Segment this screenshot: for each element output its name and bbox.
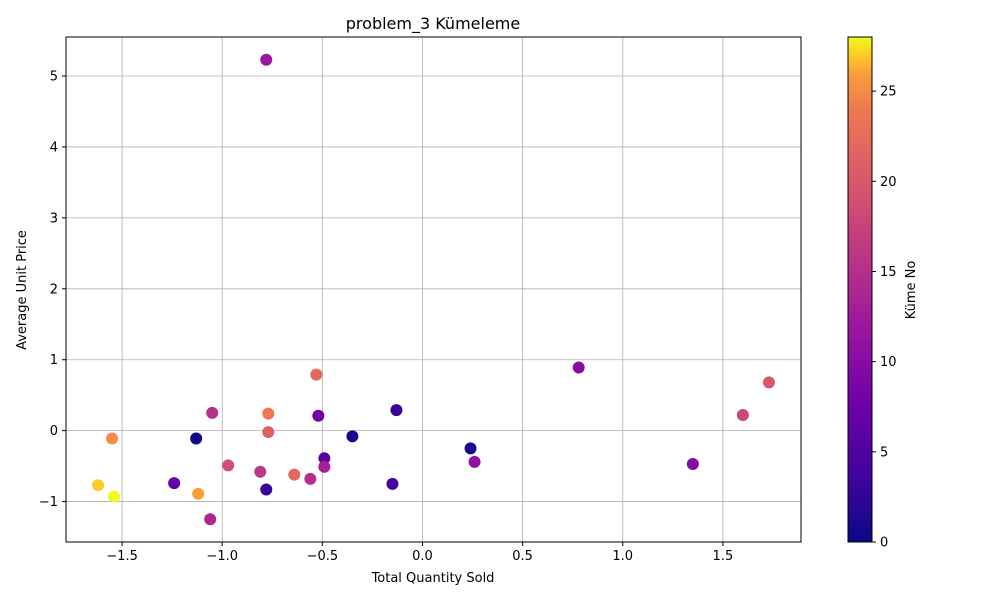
colorbar-tick-label: 15 [880, 265, 897, 280]
colorbar-tick-label: 0 [880, 536, 888, 551]
y-tick-label: 2 [50, 282, 58, 297]
data-point [262, 407, 275, 420]
chart-title: problem_3 Kümeleme [346, 14, 520, 34]
x-axis-ticks: −1.5 −1.0 −0.5 0.0 0.5 1.0 1.5 [106, 542, 733, 564]
data-point [206, 406, 219, 419]
colorbar-tick-label: 25 [880, 85, 897, 100]
colorbar-label: Küme No [904, 261, 919, 320]
x-tick-label: 0.0 [412, 549, 433, 564]
data-point [222, 459, 235, 472]
y-tick-label: 0 [50, 424, 58, 439]
data-point [468, 455, 481, 468]
data-point [192, 487, 205, 500]
data-point [390, 404, 403, 417]
x-tick-label: 1.5 [713, 549, 734, 564]
plot-frame [65, 36, 802, 543]
grid-lines [66, 37, 801, 542]
data-point [464, 442, 477, 455]
y-tick-label: 3 [50, 211, 58, 226]
x-tick-label: −1.5 [106, 549, 138, 564]
data-point [106, 432, 119, 445]
data-point [572, 361, 585, 374]
y-tick-label: 5 [50, 70, 58, 85]
x-tick-label: 0.5 [512, 549, 533, 564]
data-point [318, 452, 331, 465]
data-point [762, 376, 775, 389]
data-point [262, 426, 275, 439]
x-axis-label: Total Quantity Sold [371, 571, 495, 586]
data-point [386, 477, 399, 490]
data-points [92, 53, 775, 526]
data-point [318, 460, 331, 473]
colorbar-tick-label: 10 [880, 355, 897, 370]
data-point [190, 432, 203, 445]
y-axis-label: Average Unit Price [15, 230, 30, 350]
data-point [254, 465, 267, 478]
y-tick-label: 4 [50, 140, 58, 155]
y-tick-label: 1 [50, 353, 58, 368]
colorbar-ticks: 0 5 10 15 20 25 [872, 85, 897, 551]
data-point [92, 479, 105, 492]
data-point [260, 483, 273, 496]
data-point [304, 472, 317, 485]
data-point [346, 430, 359, 443]
data-point [108, 490, 121, 503]
colorbar-tick-label: 20 [880, 175, 897, 190]
data-point [288, 468, 301, 481]
data-point [260, 53, 273, 66]
data-point [310, 368, 323, 381]
data-point [168, 477, 181, 490]
data-point [736, 409, 749, 422]
x-tick-label: −1.0 [206, 549, 238, 564]
data-point [686, 457, 699, 470]
x-tick-label: −0.5 [307, 549, 339, 564]
data-point [204, 513, 217, 526]
colorbar [847, 36, 873, 543]
y-axis-ticks: −1 0 1 2 3 4 5 [39, 70, 66, 510]
y-tick-label: −1 [39, 495, 58, 510]
data-point [312, 409, 325, 422]
x-tick-label: 1.0 [612, 549, 633, 564]
colorbar-tick-label: 5 [880, 445, 888, 460]
